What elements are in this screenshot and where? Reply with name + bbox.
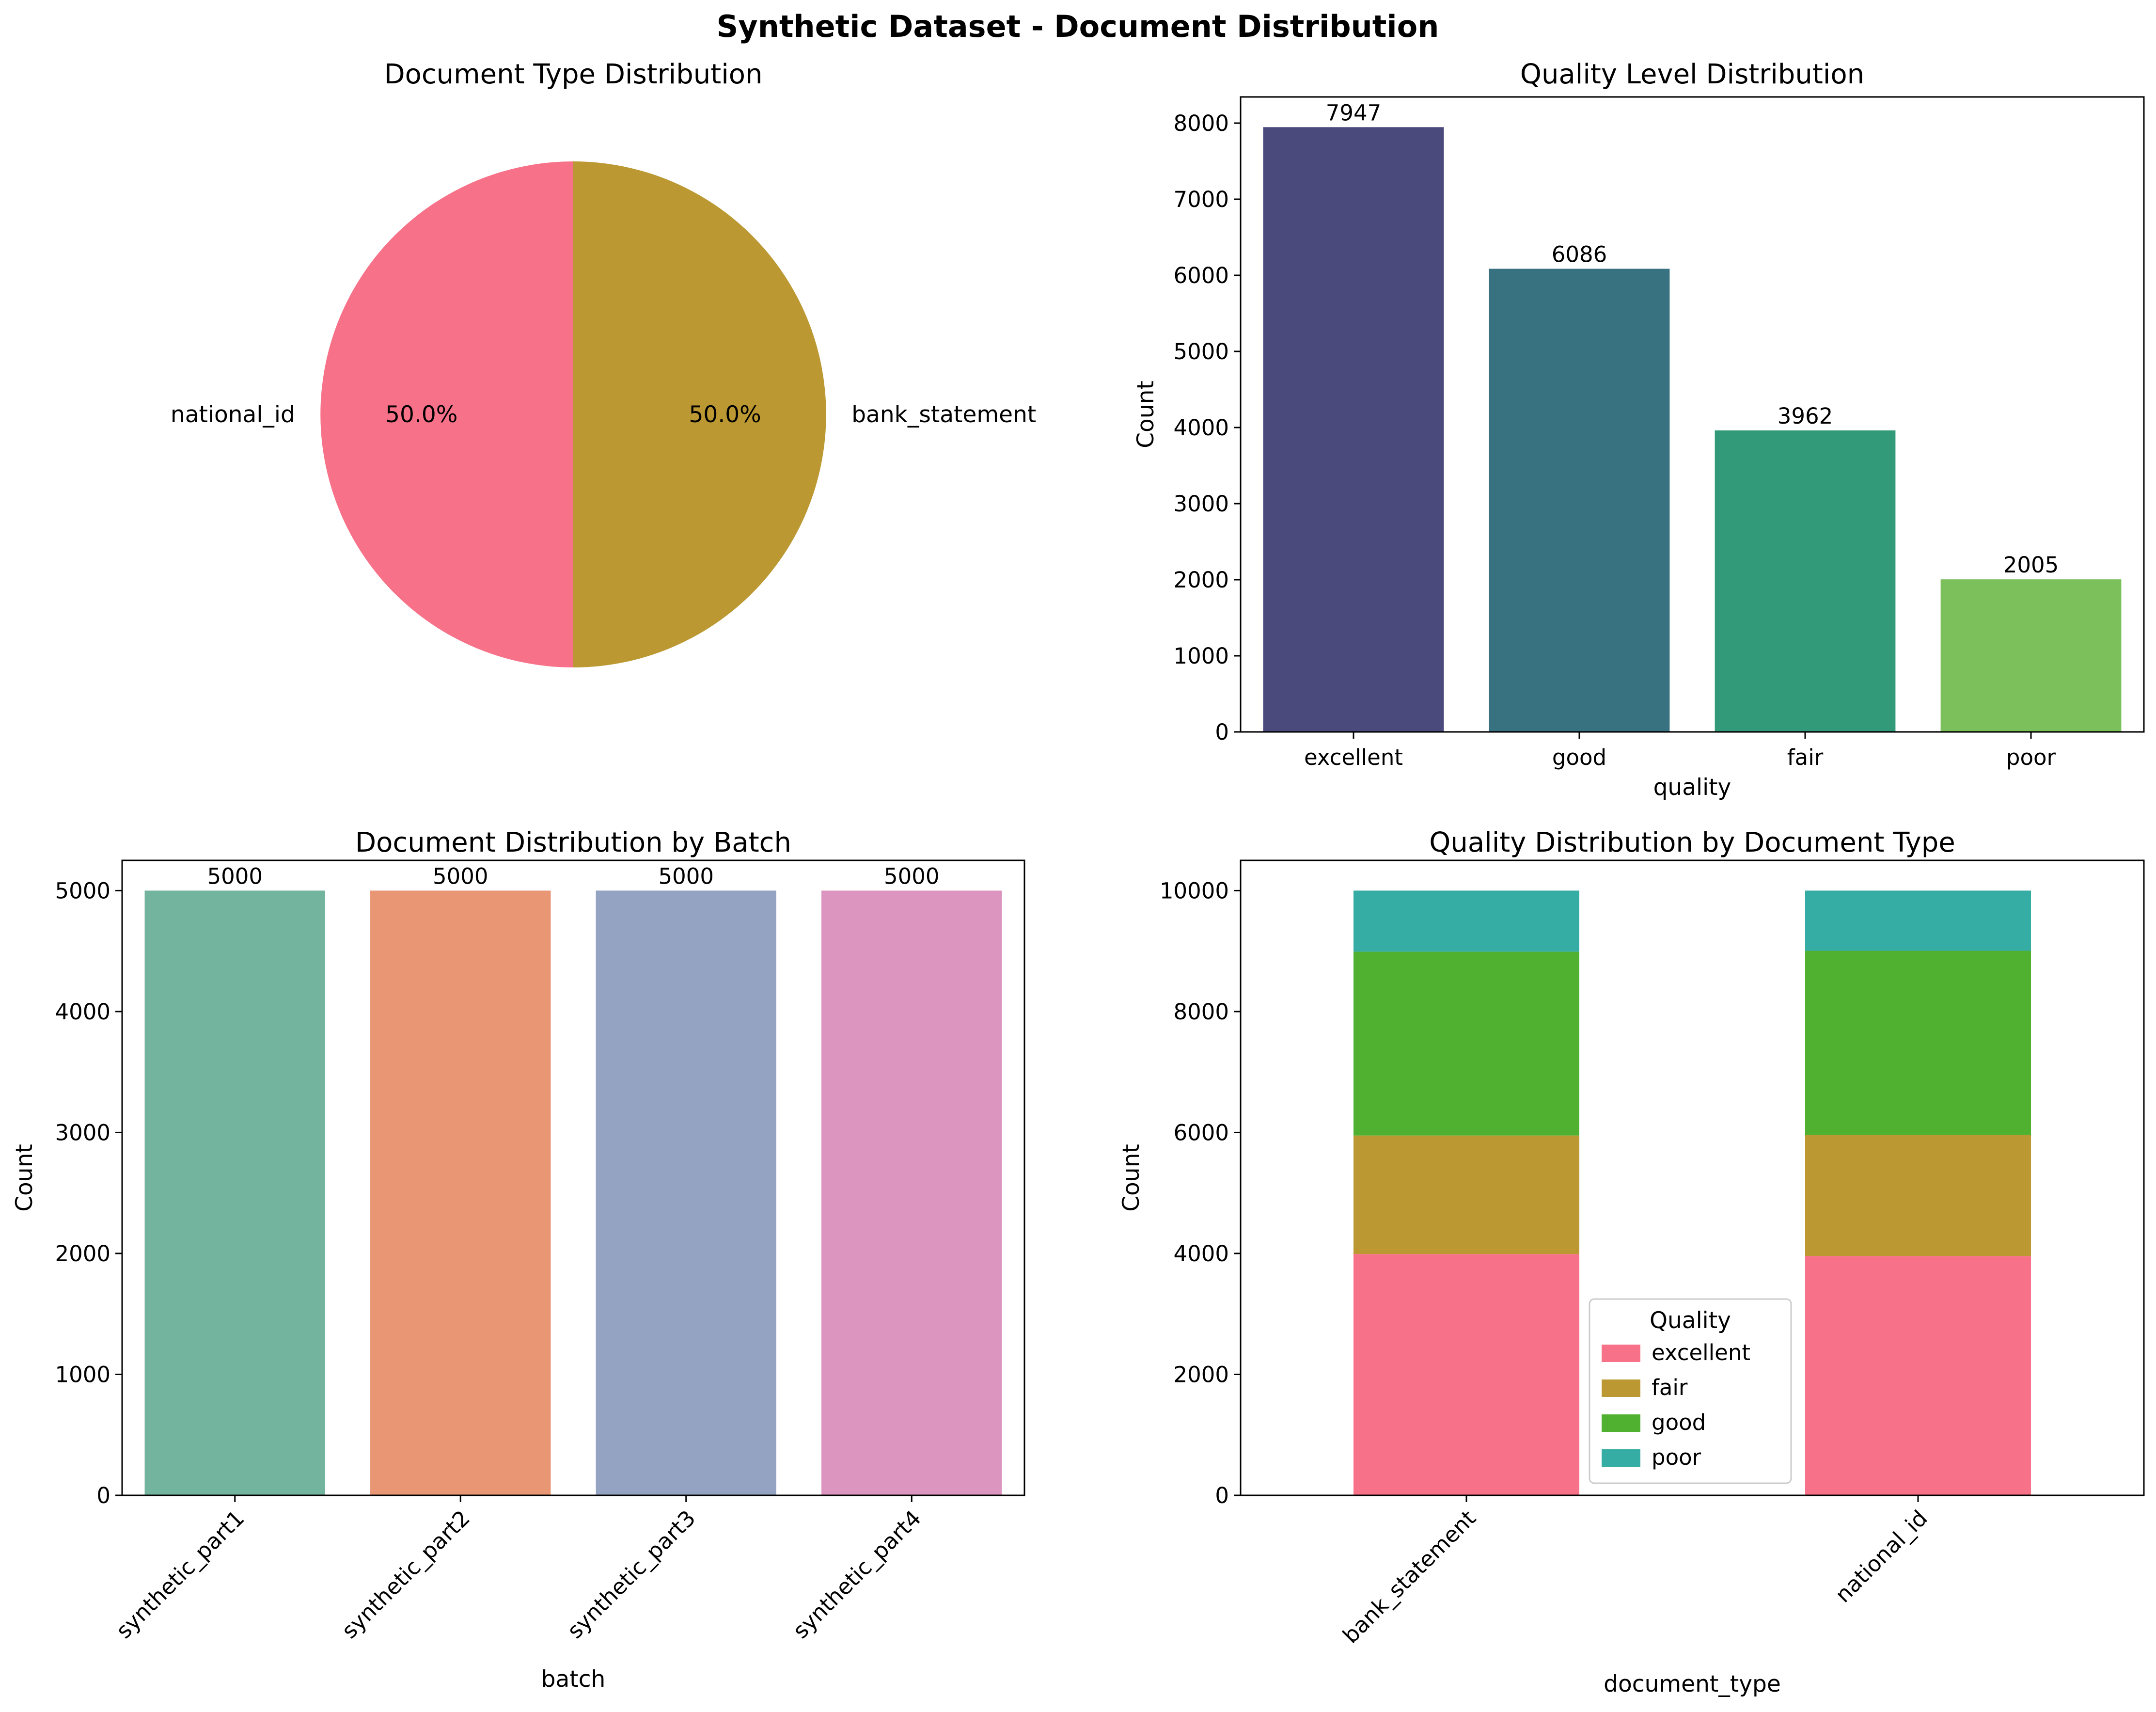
stack-bank-statement-poor [1353, 890, 1579, 952]
stack-national-id-poor [1805, 890, 2031, 951]
batch-bar-chart-panel: Document Distribution by Batch 5000 synth… [11, 827, 1025, 1693]
y-tick-label: 0 [1215, 1483, 1229, 1508]
x-tick-label-synthetic-part2: synthetic_part2 [337, 1505, 475, 1643]
y-tick-label: 5000 [55, 878, 110, 904]
stack-bank-statement-good [1353, 951, 1579, 1136]
y-tick-label: 6000 [1173, 1120, 1229, 1145]
data-label-good: 6086 [1552, 242, 1607, 268]
y-tick-label: 4000 [55, 999, 110, 1025]
quality-chart-xlabel: quality [1653, 774, 1731, 801]
y-tick-label: 4000 [1173, 415, 1229, 441]
x-tick-label-national-id: national_id [1830, 1505, 1932, 1607]
y-tick-label: 0 [1215, 719, 1229, 745]
pie-slices: national_id 50.0% bank_statement 50.0% [171, 161, 1036, 667]
y-tick-label: 0 [96, 1483, 110, 1508]
y-tick-label: 2000 [55, 1241, 110, 1267]
y-tick-label: 7000 [1173, 187, 1229, 212]
stack-national-id-fair [1805, 1135, 2031, 1256]
legend-swatch-excellent [1602, 1345, 1640, 1362]
batch-chart-title: Document Distribution by Batch [355, 827, 791, 858]
x-tick-label-synthetic-part3: synthetic_part3 [562, 1505, 700, 1643]
bar-fair [1715, 430, 1896, 732]
figure-title: Synthetic Dataset - Document Distributio… [717, 9, 1439, 44]
quality-bars: 7947 excellent 6086 good 3962 fair 2005 poor 0 10… [1173, 100, 2122, 770]
stack-bank-statement-fair [1353, 1135, 1579, 1254]
quality-chart-ylabel: Count [1133, 380, 1159, 448]
pie-percent-national-id: 50.0% [385, 401, 457, 428]
stack-national-id-good [1805, 951, 2031, 1135]
data-label-synthetic-part1: 5000 [207, 863, 263, 889]
pie-label-national-id: national_id [171, 401, 295, 428]
data-label-excellent: 7947 [1326, 100, 1382, 126]
pie-slice-national-id [320, 161, 573, 667]
stacked-bar-chart-panel: Quality Distribution by Document Type ba… [1118, 827, 2145, 1697]
stack-national-id-excellent [1805, 1256, 2031, 1495]
quality-bar-chart-panel: Quality Level Distribution 7947 excellent… [1133, 59, 2145, 801]
stacked-chart-frame [1240, 859, 2145, 1496]
bar-good [1489, 269, 1670, 732]
y-tick-label: 8000 [1173, 999, 1229, 1025]
stack-bank-statement-excellent [1353, 1254, 1579, 1495]
legend-swatch-poor [1602, 1449, 1640, 1467]
x-tick-label-good: good [1552, 745, 1606, 770]
legend-swatch-good [1602, 1414, 1640, 1432]
y-tick-label: 2000 [1173, 1362, 1229, 1387]
batch-bars: 5000 synthetic_part1 5000 synthetic_part2 50… [55, 863, 1002, 1644]
y-tick-label: 1000 [55, 1362, 110, 1387]
stacked-chart-ylabel: Count [1118, 1144, 1145, 1212]
legend-items: excellent fair good poor [1602, 1340, 1750, 1470]
legend-title: Quality [1650, 1307, 1731, 1334]
data-label-fair: 3962 [1778, 403, 1833, 429]
y-tick-label: 3000 [55, 1120, 110, 1145]
batch-chart-ylabel: Count [11, 1144, 38, 1212]
stacked-chart-title: Quality Distribution by Document Type [1429, 827, 1955, 858]
y-tick-label: 5000 [1173, 339, 1229, 365]
batch-chart-frame [121, 859, 1025, 1496]
y-tick-label: 4000 [1173, 1241, 1229, 1267]
x-tick-label-bank-statement: bank_statement [1338, 1505, 1481, 1649]
x-tick-label-fair: fair [1787, 745, 1824, 770]
stacked-bars: bank_statement national_id 0 2000 4000 6000 80… [1160, 878, 2031, 1649]
pie-chart-panel: Document Type Distribution national_id 50… [171, 59, 1036, 667]
legend-label-good: good [1652, 1410, 1706, 1435]
data-label-synthetic-part3: 5000 [658, 863, 714, 889]
data-label-synthetic-part2: 5000 [433, 863, 488, 889]
y-tick-label: 3000 [1173, 491, 1229, 517]
x-tick-label-poor: poor [2006, 745, 2056, 770]
y-tick-label: 1000 [1173, 643, 1229, 669]
data-label-synthetic-part4: 5000 [884, 863, 940, 889]
y-tick-label: 10000 [1160, 878, 1229, 904]
bar-synthetic-part4 [821, 890, 1002, 1495]
pie-chart-title: Document Type Distribution [384, 59, 762, 90]
legend-label-excellent: excellent [1652, 1340, 1750, 1365]
quality-chart-frame [1240, 96, 2145, 733]
quality-legend: Quality excellent fair good poor [1589, 1298, 1792, 1484]
pie-slice-bank-statement [573, 161, 826, 667]
quality-chart-title: Quality Level Distribution [1520, 59, 1864, 90]
pie-percent-bank-statement: 50.0% [689, 401, 761, 428]
y-tick-label: 8000 [1173, 111, 1229, 136]
bar-poor [1940, 579, 2122, 732]
x-tick-label-excellent: excellent [1304, 745, 1403, 770]
legend-swatch-fair [1602, 1379, 1640, 1397]
legend-label-poor: poor [1652, 1444, 1701, 1470]
bar-synthetic-part3 [596, 890, 776, 1495]
x-tick-label-synthetic-part1: synthetic_part1 [111, 1505, 249, 1643]
stacked-chart-xlabel: document_type [1604, 1671, 1781, 1697]
bar-synthetic-part2 [370, 890, 551, 1495]
pie-label-bank-statement: bank_statement [851, 401, 1036, 428]
bar-synthetic-part1 [144, 890, 325, 1495]
bar-excellent [1263, 127, 1444, 732]
y-tick-label: 6000 [1173, 263, 1229, 288]
y-tick-label: 2000 [1173, 567, 1229, 593]
batch-chart-xlabel: batch [541, 1666, 606, 1693]
x-tick-label-synthetic-part4: synthetic_part4 [788, 1505, 926, 1643]
data-label-poor: 2005 [2003, 552, 2059, 578]
legend-label-fair: fair [1652, 1375, 1688, 1400]
